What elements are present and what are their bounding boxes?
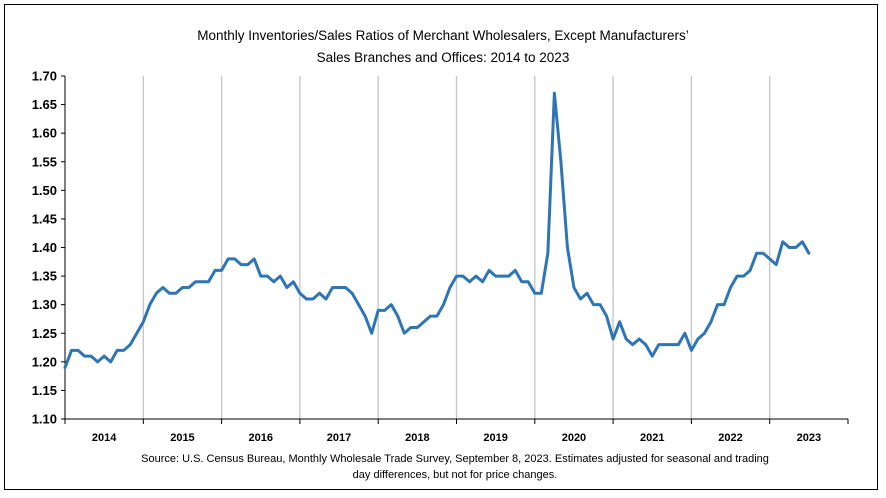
series-line [63,91,811,370]
y-tick-label: 1.15 [32,383,57,398]
y-tick-label: 1.70 [32,69,57,84]
x-tick-label: 2014 [92,432,117,444]
chart-title-line-2: Sales Branches and Offices: 2014 to 2023 [317,50,570,65]
y-tick-label: 1.20 [32,354,57,369]
x-tick-label: 2015 [170,432,194,444]
y-tick-label: 1.40 [32,240,57,255]
source-note-line-1: Source: U.S. Census Bureau, Monthly Whol… [141,453,769,465]
x-tick-label: 2023 [797,432,821,444]
x-tick-label: 2017 [327,432,351,444]
x-axis-ticks: 2014 2015 2016 2017 2018 2019 2020 2021 2022 2023 [64,419,849,444]
chart-title-line-1: Monthly Inventories/Sales Ratios of Merc… [197,28,688,43]
x-tick-label: 2022 [718,432,742,444]
y-axis-ticks: 1.10 1.15 1.20 1.25 1.30 1.35 1.40 1.45 1.50 1.55… [32,69,65,427]
x-tick-label: 2019 [483,432,507,444]
y-tick-label: 1.30 [32,297,57,312]
year-gridlines [142,76,771,419]
y-tick-label: 1.25 [32,326,57,341]
x-tick-label: 2016 [249,432,273,444]
y-tick-label: 1.60 [32,126,57,141]
x-tick-label: 2021 [640,432,664,444]
y-tick-label: 1.45 [32,211,57,226]
source-note-line-2: day differences, but not for price chang… [353,469,558,481]
y-tick-label: 1.50 [32,183,57,198]
y-tick-label: 1.55 [32,154,57,169]
y-tick-label: 1.10 [32,412,57,427]
x-tick-label: 2020 [562,432,586,444]
x-tick-label: 2018 [405,432,429,444]
chart-frame [4,4,878,490]
y-tick-label: 1.35 [32,269,57,284]
y-tick-label: 1.65 [32,97,57,112]
series-layer [63,91,811,370]
